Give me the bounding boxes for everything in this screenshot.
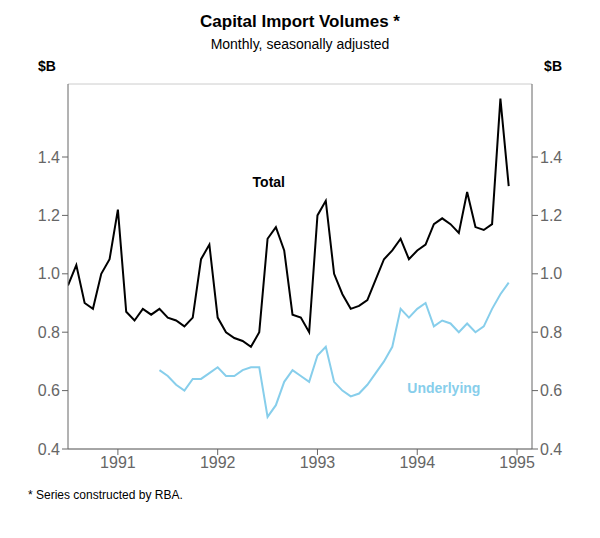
html-text:$B: $B <box>544 58 562 74</box>
svg-text:1.0: 1.0 <box>540 265 562 282</box>
svg-text:1994: 1994 <box>399 454 435 471</box>
svg-text:0.6: 0.6 <box>38 382 60 399</box>
svg-text:1.4: 1.4 <box>540 149 562 166</box>
svg-text:1.2: 1.2 <box>38 207 60 224</box>
svg-text:0.4: 0.4 <box>38 441 60 458</box>
svg-text:1.0: 1.0 <box>38 265 60 282</box>
svg-text:1995: 1995 <box>499 454 535 471</box>
svg-text:1992: 1992 <box>200 454 236 471</box>
html-text:* Series constructed by RBA.: * Series constructed by RBA. <box>28 488 183 502</box>
html-text:$B: $B <box>38 58 56 74</box>
svg-text:0.6: 0.6 <box>540 382 562 399</box>
svg-text:1991: 1991 <box>100 454 136 471</box>
svg-text:0.4: 0.4 <box>540 441 562 458</box>
svg-text:0.8: 0.8 <box>540 324 562 341</box>
svg-text:1.4: 1.4 <box>38 149 60 166</box>
svg-text:Underlying: Underlying <box>407 380 480 396</box>
svg-text:0.8: 0.8 <box>38 324 60 341</box>
html-text:Monthly, seasonally adjusted: Monthly, seasonally adjusted <box>210 36 390 52</box>
html-text:Capital Import Volumes *: Capital Import Volumes * <box>200 12 400 31</box>
svg-text:Total: Total <box>253 174 285 190</box>
svg-text:1.2: 1.2 <box>540 207 562 224</box>
svg-text:1993: 1993 <box>300 454 336 471</box>
